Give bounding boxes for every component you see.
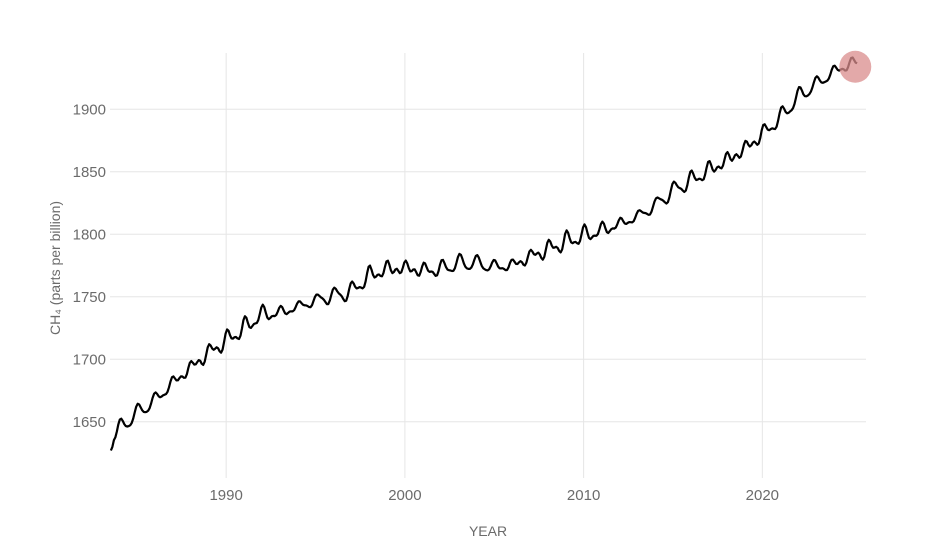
y-tick-labels: 1650 1700 1750 1800 1850 1900 [73,101,106,431]
x-tick-label: 1990 [209,487,242,504]
y-tick-label: 1750 [73,289,106,306]
x-gridlines [225,53,763,478]
ch4-series-line [109,56,858,451]
latest-value-marker [839,50,872,83]
y-axis-title: CH₄ (parts per billion) [47,201,63,335]
x-tick-labels: 1990 2000 2010 2020 [209,487,779,504]
y-gridlines [110,108,866,423]
x-tick-label: 2020 [746,487,779,504]
y-tick-label: 1650 [73,414,106,431]
y-tick-label: 1850 [73,164,106,181]
y-tick-label: 1900 [73,101,106,118]
x-axis-title: YEAR [469,523,507,539]
x-tick-label: 2000 [388,487,421,504]
y-tick-label: 1700 [73,351,106,368]
y-tick-label: 1800 [73,226,106,243]
x-tick-label: 2010 [567,487,600,504]
